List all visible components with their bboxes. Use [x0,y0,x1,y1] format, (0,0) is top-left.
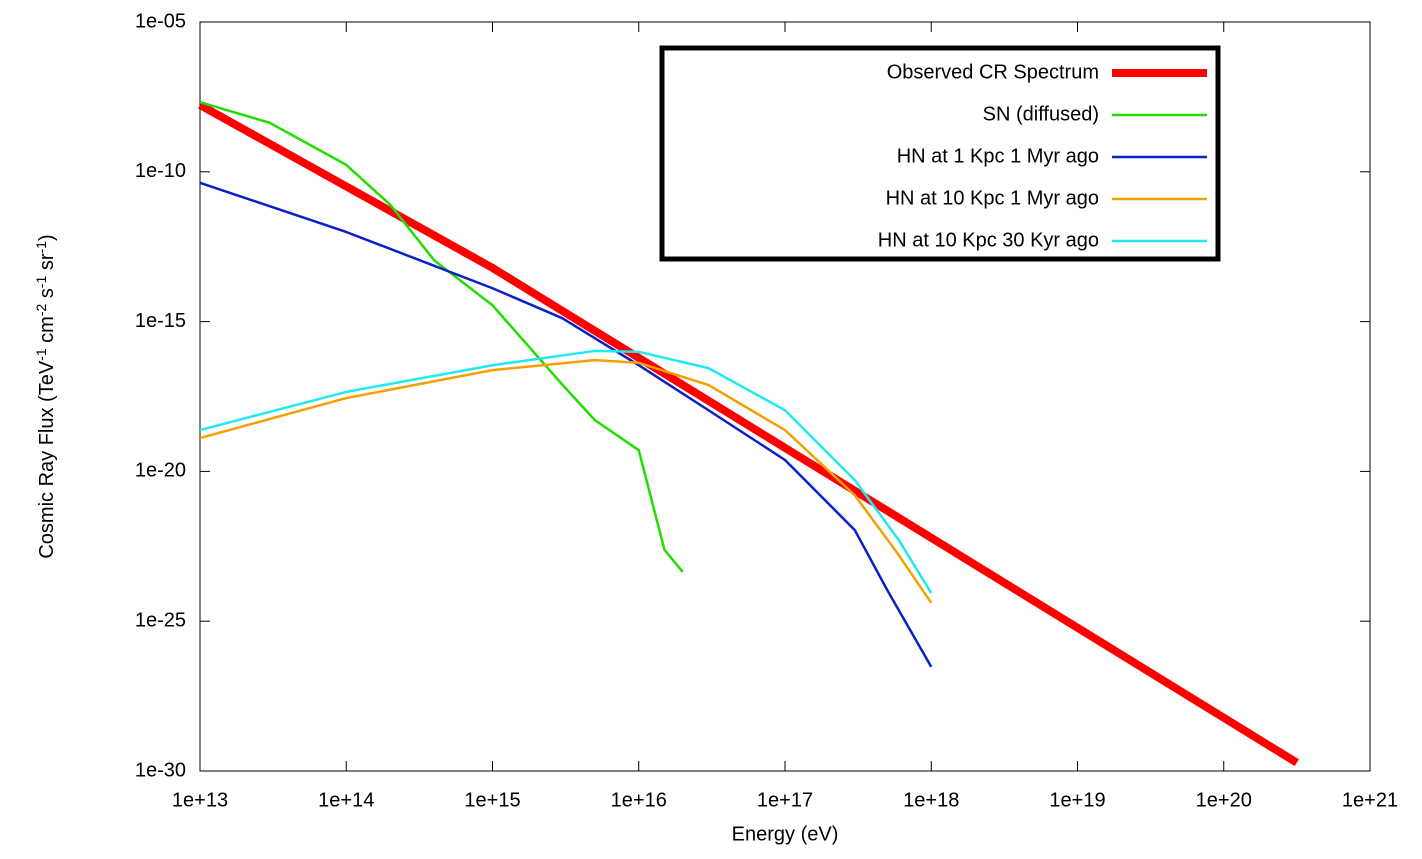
x-tick-label: 1e+14 [318,789,374,811]
superscript: -1 [33,348,49,361]
y-tick-label: 1e-20 [135,460,186,482]
y-tick-label: 1e-05 [135,10,186,32]
plot-frame [199,21,1371,772]
series-line [199,358,933,604]
x-tick-label: 1e+15 [464,789,520,811]
x-tick-label: 1e+20 [1196,789,1252,811]
legend-label: HN at 10 Kpc 1 Myr ago [886,187,1099,209]
label-part: s [36,288,58,304]
x-tick-label: 1e+16 [611,789,667,811]
label-part: Cosmic Ray Flux (TeV [36,360,58,558]
legend-label: HN at 1 Kpc 1 Myr ago [897,145,1099,167]
x-tick-label: 1e+18 [903,789,959,811]
series-line [198,101,1299,767]
x-axis-label: Energy (eV) [732,823,839,845]
label-part: sr [36,253,58,276]
y-tick-label: 1e-30 [135,759,186,781]
legend-label: Observed CR Spectrum [887,61,1099,83]
x-tick-label: 1e+13 [172,789,228,811]
y-tick-label: 1e-10 [135,160,186,182]
superscript: -2 [33,304,49,317]
legend-box [659,45,1221,262]
y-axis-label: Cosmic Ray Flux (TeV-1 cm-2 s-1 sr-1) [33,234,58,558]
legend-label: HN at 10 Kpc 30 Kyr ago [878,229,1099,251]
series-line [199,349,933,594]
x-tick-label: 1e+19 [1049,789,1105,811]
x-tick-label: 1e+17 [757,789,813,811]
superscript: -1 [33,241,49,254]
series-line [199,101,684,573]
label-part: cm [36,316,58,348]
superscript: -1 [33,275,49,288]
y-tick-label: 1e-25 [135,609,186,631]
legend-label: SN (diffused) [983,103,1099,125]
x-tick-label: 1e+21 [1342,789,1398,811]
label-part: ) [36,234,58,241]
y-tick-label: 1e-15 [135,310,186,332]
series-line [199,181,933,668]
